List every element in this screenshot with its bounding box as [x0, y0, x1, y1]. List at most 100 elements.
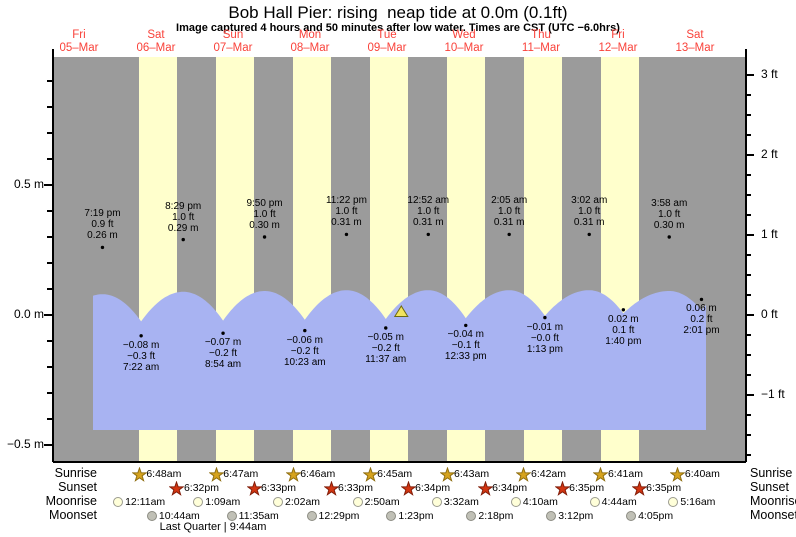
- day-label: Sun 07–Mar: [195, 29, 271, 55]
- low-tide-time: 7:22 am: [123, 361, 160, 373]
- low-tide-ft: −0.3 ft: [127, 350, 156, 362]
- low-tide-ft: −0.0 ft: [530, 332, 559, 344]
- y-axis-label-ft: −1 ft: [761, 387, 785, 401]
- sunrise-star: [208, 465, 225, 482]
- right-axis-tick: [746, 194, 751, 196]
- day-label-dow: Fri: [611, 29, 625, 41]
- right-axis-tick: [746, 334, 751, 336]
- low-tide-dot: [699, 297, 704, 302]
- day-label: Sat 06–Mar: [118, 29, 194, 55]
- low-tide-time: 12:33 pm: [444, 351, 487, 363]
- astro-event-time: 6:34pm: [492, 482, 528, 494]
- left-axis-tick: [47, 418, 52, 420]
- high-tide-time: 8:29 pm: [165, 200, 202, 212]
- day-label: Tue 09–Mar: [349, 29, 425, 55]
- high-tide-annotation: 9:50 pm 1.0 ft 0.30 m: [228, 198, 302, 231]
- low-tide-dot: [384, 326, 388, 330]
- low-tide-annotation: −0.01 m −0.0 ft 1:13 pm: [508, 322, 582, 355]
- high-tide-time: 11:22 pm: [325, 195, 367, 207]
- right-axis-top-tick: [745, 49, 747, 57]
- low-tide-time: 1:13 pm: [526, 343, 563, 355]
- astro-event-time: 6:35pm: [569, 482, 605, 494]
- high-tide-dot: [507, 232, 511, 237]
- left-axis-tick: [47, 210, 52, 212]
- day-label-dow: Tue: [377, 29, 397, 41]
- sunset-star: [168, 479, 186, 496]
- astro-event-time: 2:02am: [285, 496, 321, 508]
- astro-event-time: 6:45am: [377, 468, 413, 480]
- moonrise-circle: [668, 497, 679, 507]
- y-axis-label-m: 0.5 m: [13, 177, 44, 191]
- low-tide-time: 1:40 pm: [605, 335, 642, 347]
- astro-event-time: 4:10am: [522, 496, 558, 508]
- day-label-dow: Fri: [72, 29, 86, 41]
- sunrise-star: [515, 465, 533, 482]
- low-tide-m: −0.08 m: [122, 339, 160, 351]
- astro-row-label-left: Sunset: [58, 480, 97, 494]
- sunrise-star: [669, 465, 686, 482]
- right-axis-tick: [746, 134, 751, 136]
- day-label: Wed 10–Mar: [426, 29, 502, 55]
- high-tide-ft: 1.0 ft: [658, 209, 681, 220]
- high-tide-time: 3:02 am: [571, 195, 608, 207]
- moonrise-circle: [113, 497, 124, 507]
- astro-event-time: 6:42am: [530, 468, 567, 480]
- high-tide-dot: [100, 245, 105, 250]
- astro-event-time: 6:41am: [607, 468, 643, 480]
- day-label: Thu 11–Mar: [503, 29, 579, 55]
- day-label: Mon 08–Mar: [272, 29, 348, 55]
- low-tide-ft: −0.2 ft: [209, 348, 238, 360]
- right-axis-tick: [746, 314, 754, 316]
- low-tide-dot: [621, 308, 626, 312]
- low-tide-dot: [139, 334, 143, 338]
- sunset-star: [399, 479, 417, 496]
- high-tide-ft: 1.0 ft: [172, 211, 195, 223]
- moonset-circle: [306, 511, 317, 521]
- astro-row-label-right: Moonset: [750, 508, 796, 522]
- right-axis-tick: [746, 394, 754, 396]
- y-axis-label-ft: 2 ft: [761, 147, 778, 161]
- high-tide-annotation: 12:52 am 1.0 ft 0.31 m: [391, 195, 465, 228]
- astro-event-time: 6:32pm: [183, 482, 219, 494]
- astro-event-time: 3:32am: [443, 496, 479, 508]
- low-tide-ft: −0.2 ft: [371, 343, 400, 354]
- low-tide-ft: −0.1 ft: [451, 340, 480, 352]
- day-label-dow: Sat: [686, 29, 704, 41]
- sunrise-star: [592, 465, 610, 482]
- left-axis-tick: [47, 106, 52, 108]
- high-tide-time: 12:52 am: [407, 195, 450, 207]
- astro-event-time: 4:05pm: [638, 510, 674, 522]
- day-label-date: 07–Mar: [213, 42, 253, 54]
- y-axis-label-ft: 1 ft: [761, 227, 778, 241]
- astro-event-time: 6:35pm: [646, 482, 682, 494]
- right-axis-tick: [746, 114, 751, 116]
- low-tide-time: 10:23 am: [283, 356, 326, 368]
- low-tide-ft: −0.2 ft: [290, 345, 319, 357]
- left-axis-tick: [44, 184, 52, 186]
- high-tide-annotation: 11:22 pm 1.0 ft 0.31 m: [309, 195, 383, 228]
- astro-event-time: 10:44am: [158, 510, 200, 522]
- day-label-date: 11–Mar: [521, 42, 561, 54]
- astro-event-time: 12:11am: [125, 496, 166, 508]
- low-tide-annotation: 0.02 m 0.1 ft 1:40 pm: [586, 314, 660, 347]
- astro-event-time: 6:33pm: [338, 482, 374, 494]
- high-tide-dot: [667, 235, 671, 239]
- astro-row-label-left: Sunrise: [54, 466, 97, 480]
- moonrise-circle: [352, 497, 363, 507]
- low-tide-m: 0.06 m: [686, 303, 717, 315]
- high-tide-ft: 0.9 ft: [91, 219, 114, 231]
- left-axis-tick: [47, 236, 52, 238]
- sunset-star: [554, 479, 571, 496]
- day-label-date: 06–Mar: [136, 42, 176, 54]
- high-tide-dot: [262, 235, 267, 239]
- tide-curve-svg: [93, 232, 706, 430]
- astro-event-time: 3:12pm: [558, 510, 594, 522]
- astro-event-time: 4:44am: [601, 496, 637, 508]
- low-tide-m: −0.04 m: [447, 329, 484, 341]
- day-label: Fri 05–Mar: [41, 29, 117, 55]
- moonrise-circle: [431, 497, 442, 507]
- low-tide-ft: 0.1 ft: [612, 324, 635, 336]
- low-tide-dot: [464, 323, 468, 328]
- day-label-dow: Thu: [531, 29, 551, 41]
